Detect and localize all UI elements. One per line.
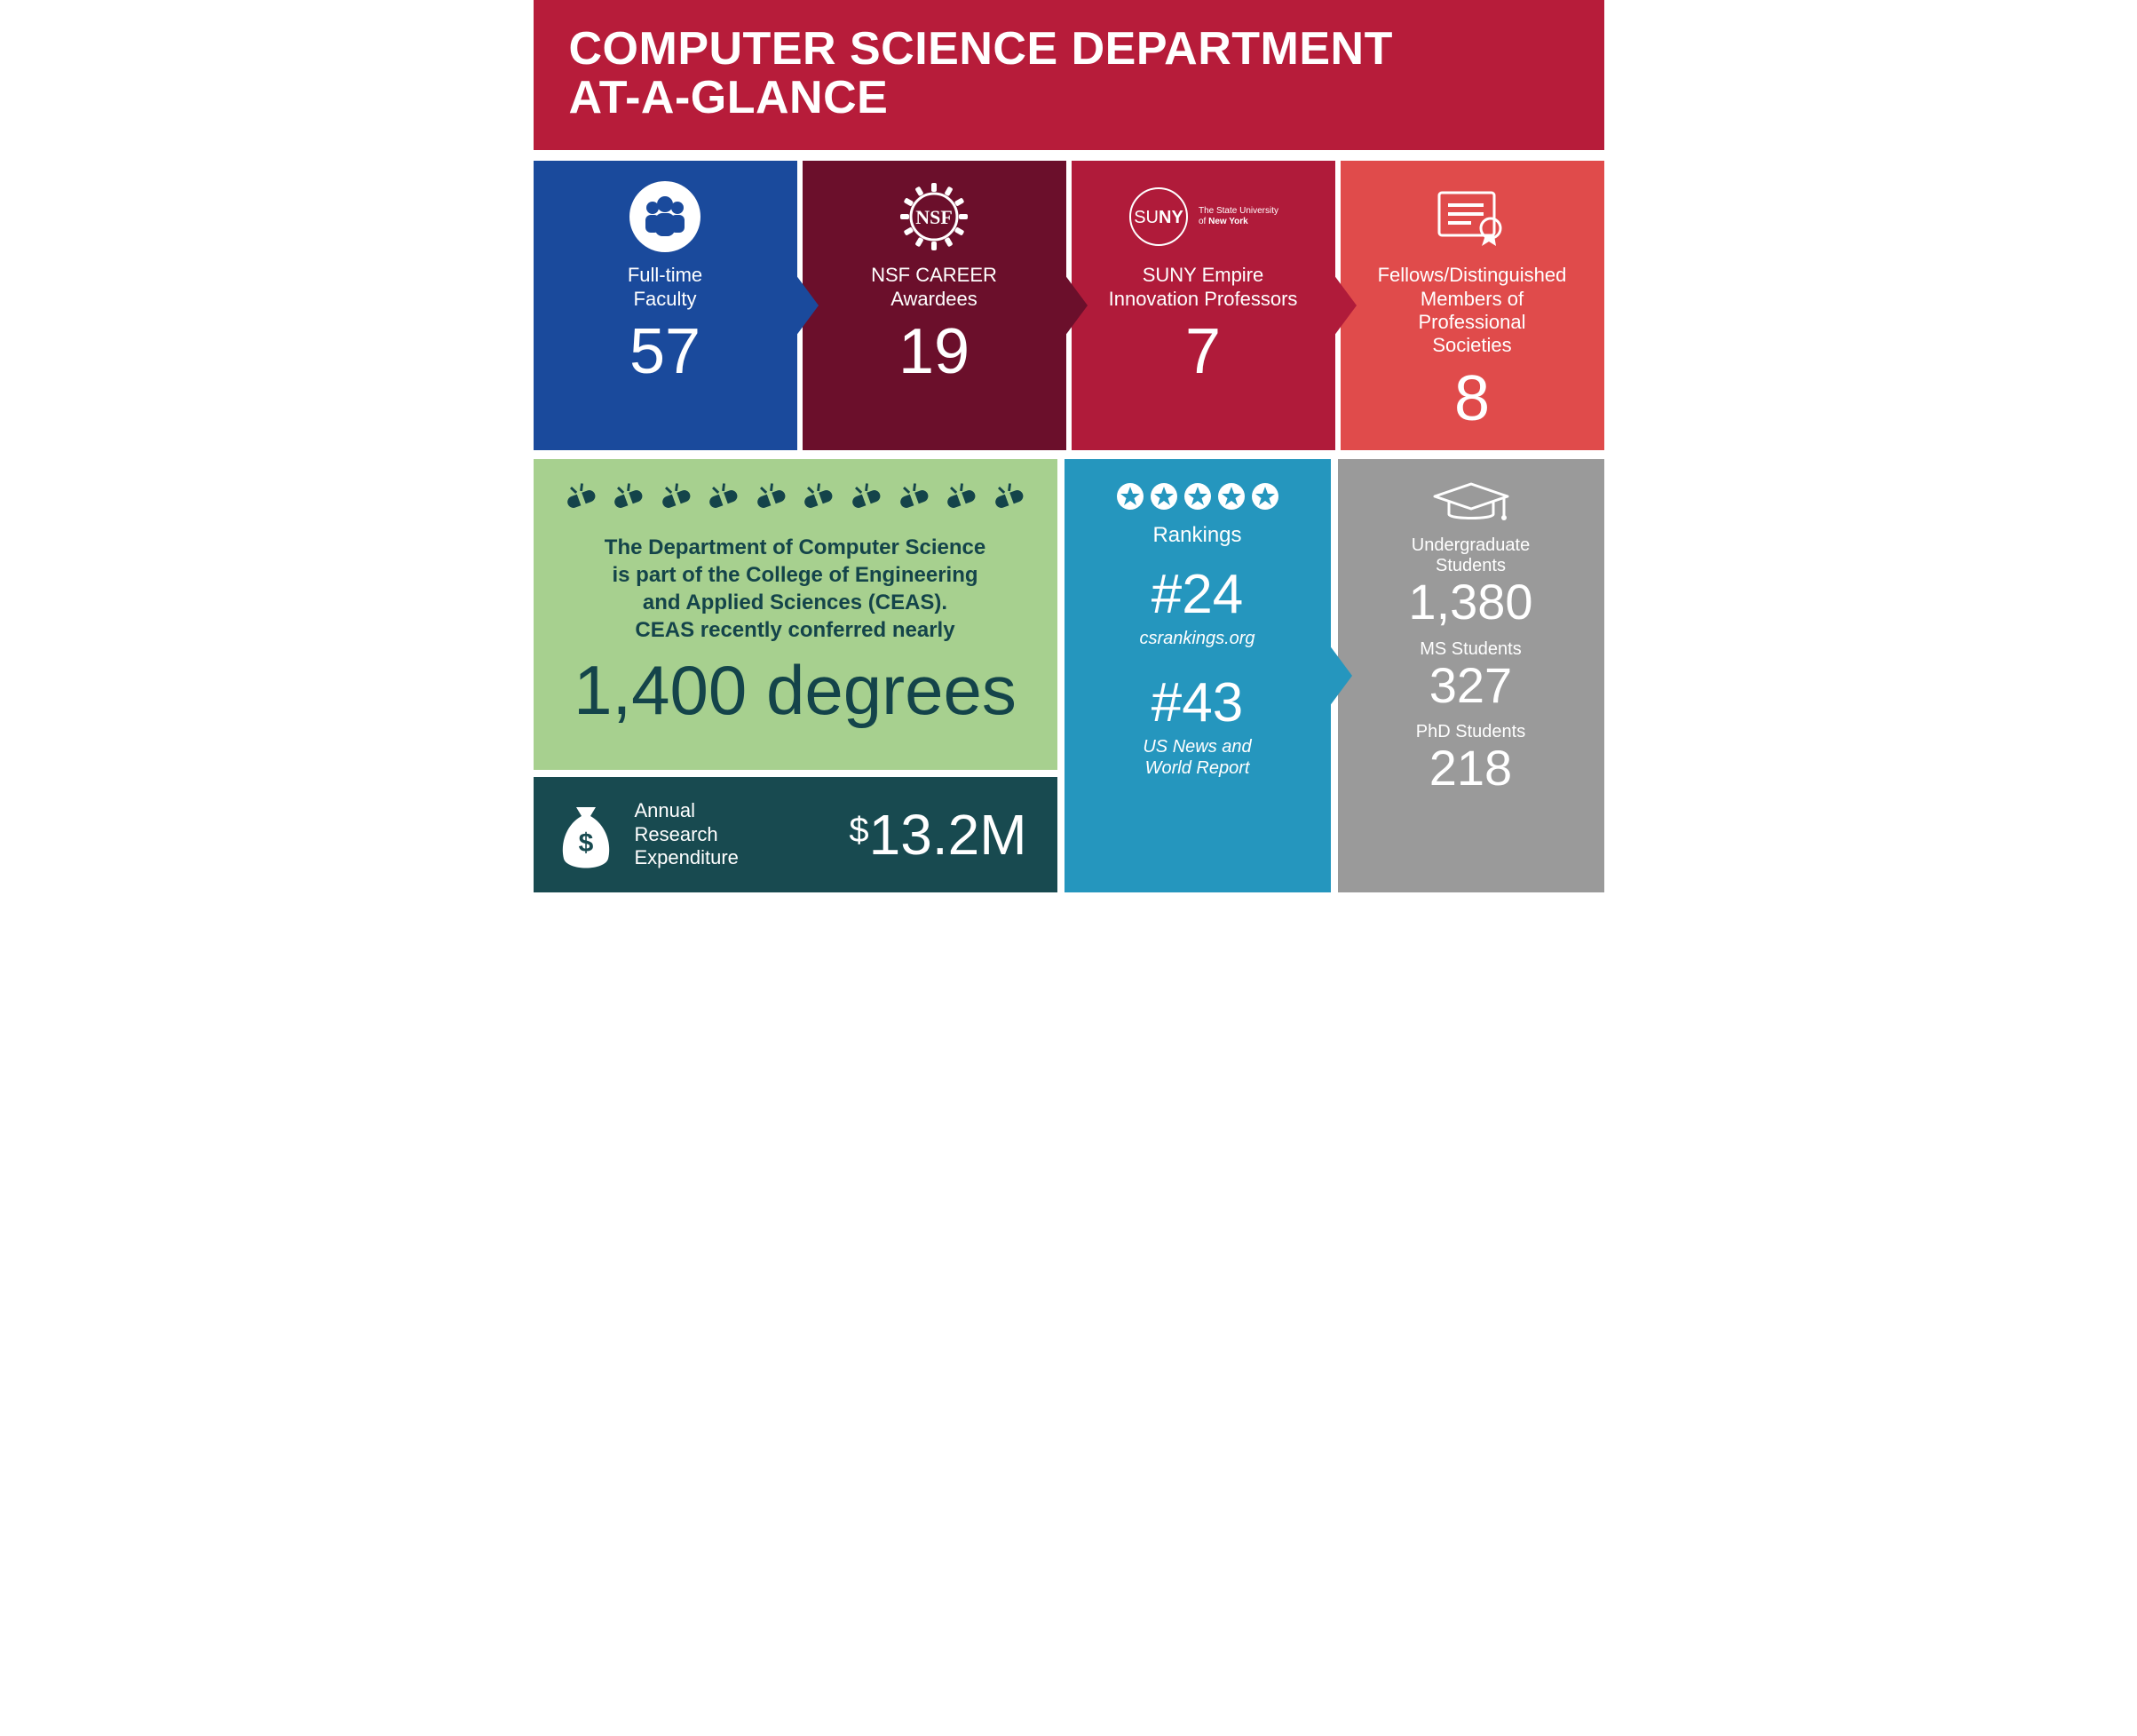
svg-text:$: $ bbox=[578, 828, 593, 858]
suny-sub1: The State University bbox=[1199, 206, 1278, 217]
ranking-1-num: #24 bbox=[1152, 567, 1243, 622]
expenditure-label: Annual Research Expenditure bbox=[635, 799, 739, 869]
bottom-grid: The Department of Computer Science is pa… bbox=[534, 459, 1604, 892]
expenditure-currency: $ bbox=[849, 811, 868, 850]
suny-sub2: of New York bbox=[1199, 217, 1278, 227]
suny-label: SUNY Empire Innovation Professors bbox=[1109, 264, 1298, 311]
fellows-label: Fellows/Distinguished Members of Profess… bbox=[1378, 264, 1567, 358]
nsf-label: NSF CAREER Awardees bbox=[871, 264, 997, 311]
diploma-icon bbox=[845, 480, 888, 518]
diploma-icon bbox=[560, 480, 603, 518]
expenditure-value: $13.2M bbox=[849, 802, 1035, 868]
diploma-icon bbox=[893, 480, 936, 518]
certificate-icon bbox=[1432, 178, 1512, 255]
moneybag-icon: $ bbox=[555, 795, 617, 875]
ms-value: 327 bbox=[1420, 660, 1522, 712]
expenditure-card: $ Annual Research Expenditure $13.2M bbox=[534, 777, 1057, 892]
diploma-icon bbox=[940, 480, 983, 518]
star-icon bbox=[1217, 482, 1246, 511]
star-icon bbox=[1116, 482, 1144, 511]
stats-row: Full-time Faculty 57 bbox=[534, 161, 1604, 450]
ms-block: MS Students 327 bbox=[1420, 639, 1522, 712]
nsf-value: 19 bbox=[898, 320, 970, 384]
suny-card: SUNY The State University of New York SU… bbox=[1072, 161, 1335, 450]
nsf-icon: NSF bbox=[897, 178, 971, 255]
undergrad-block: Undergraduate Students 1,380 bbox=[1408, 535, 1532, 629]
diploma-icon bbox=[750, 480, 793, 518]
faculty-card: Full-time Faculty 57 bbox=[534, 161, 797, 450]
rankings-title: Rankings bbox=[1152, 523, 1241, 548]
infographic-container: COMPUTER SCIENCE DEPARTMENT AT-A-GLANCE … bbox=[534, 0, 1604, 892]
phd-block: PhD Students 218 bbox=[1416, 722, 1525, 795]
diploma-icon bbox=[655, 480, 698, 518]
diploma-icon-row bbox=[560, 480, 1031, 518]
diploma-icon bbox=[607, 480, 650, 518]
degrees-card: The Department of Computer Science is pa… bbox=[534, 459, 1057, 770]
people-icon bbox=[628, 178, 702, 255]
star-icon bbox=[1183, 482, 1212, 511]
undergrad-value: 1,380 bbox=[1408, 576, 1532, 629]
rankings-card: Rankings #24 csrankings.org #43 US News … bbox=[1065, 459, 1331, 892]
chevron-icon bbox=[1334, 274, 1357, 337]
degrees-number: 1,400 degrees bbox=[560, 650, 1031, 731]
svg-text:NSF: NSF bbox=[915, 206, 953, 228]
students-card: Undergraduate Students 1,380 MS Students… bbox=[1338, 459, 1604, 892]
expenditure-amount: 13.2M bbox=[869, 803, 1027, 867]
ranking-2-source: US News and World Report bbox=[1143, 736, 1251, 779]
svg-text:SUNY: SUNY bbox=[1134, 208, 1183, 227]
nsf-card: NSF NSF CAREER Awardees 19 bbox=[803, 161, 1066, 450]
suny-icon: SUNY The State University of New York bbox=[1128, 178, 1278, 255]
fellows-value: 8 bbox=[1454, 367, 1490, 431]
stars-row bbox=[1116, 482, 1279, 511]
phd-value: 218 bbox=[1416, 742, 1525, 795]
chevron-icon bbox=[1065, 274, 1088, 337]
faculty-label: Full-time Faculty bbox=[628, 264, 702, 311]
star-icon bbox=[1251, 482, 1279, 511]
header-title: COMPUTER SCIENCE DEPARTMENT AT-A-GLANCE bbox=[569, 25, 1569, 122]
undergrad-label: Undergraduate Students bbox=[1408, 535, 1532, 576]
header-banner: COMPUTER SCIENCE DEPARTMENT AT-A-GLANCE bbox=[534, 0, 1604, 150]
chevron-icon bbox=[1329, 645, 1352, 707]
diploma-icon bbox=[988, 480, 1031, 518]
diploma-icon bbox=[702, 480, 745, 518]
suny-value: 7 bbox=[1185, 320, 1221, 384]
diploma-icon bbox=[797, 480, 840, 518]
faculty-value: 57 bbox=[629, 320, 700, 384]
chevron-icon bbox=[795, 274, 819, 337]
suny-subtext: The State University of New York bbox=[1199, 206, 1278, 227]
gradcap-icon bbox=[1431, 479, 1511, 527]
ranking-1-source: csrankings.org bbox=[1139, 628, 1254, 649]
star-icon bbox=[1150, 482, 1178, 511]
degrees-text: The Department of Computer Science is pa… bbox=[560, 534, 1031, 645]
ranking-2-num: #43 bbox=[1152, 676, 1243, 731]
fellows-card: Fellows/Distinguished Members of Profess… bbox=[1341, 161, 1604, 450]
